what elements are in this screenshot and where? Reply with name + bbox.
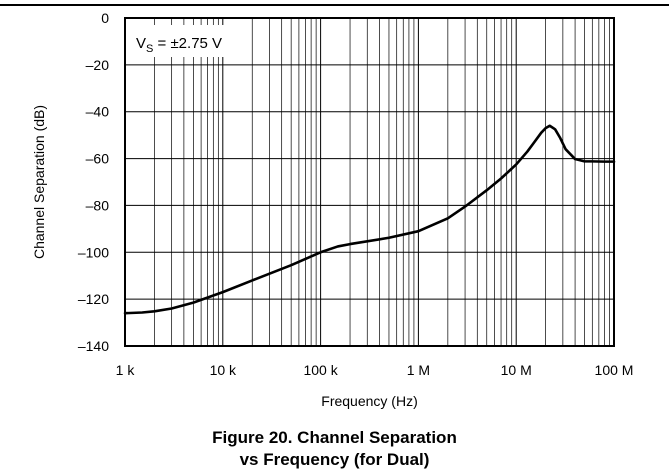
annotation-prefix: V (136, 35, 146, 52)
y-tick-label: –20 (86, 57, 110, 73)
x-tick-label: 1 M (407, 362, 430, 378)
series-line-0 (123, 124, 616, 315)
x-axis-title: Frequency (Hz) (321, 393, 417, 409)
figure-caption-line-1: Figure 20. Channel Separation (212, 428, 457, 447)
y-tick-label: –120 (78, 291, 109, 307)
grid-layer (124, 17, 614, 347)
x-tick-label: 10 M (501, 362, 532, 378)
y-tick-label: –40 (86, 104, 110, 120)
y-tick-label: –60 (86, 151, 110, 167)
top-rule (0, 4, 669, 6)
figure-caption-line-2: vs Frequency (for Dual) (239, 450, 430, 469)
label-layer: 1 k 10 k 100 k 1 M 10 M 100 M 0 –20 –40 –60 –80 –10… (78, 10, 634, 378)
y-tick-label: 0 (101, 10, 109, 26)
plot-frame (124, 17, 615, 347)
x-tick-label: 10 k (210, 362, 237, 378)
series-layer (123, 124, 616, 315)
x-tick-label: 1 k (116, 362, 136, 378)
y-tick-label: –100 (78, 244, 109, 260)
annotation-suffix: = ±2.75 V (153, 35, 222, 52)
annotation-text: VS = ±2.75 V (136, 35, 222, 55)
y-tick-label: –80 (86, 197, 110, 213)
y-axis-title: Channel Separation (dB) (31, 105, 47, 259)
annotation-subscript: S (146, 43, 153, 55)
x-tick-label: 100 k (303, 362, 338, 378)
x-tick-label: 100 M (595, 362, 634, 378)
annotation-box (130, 25, 250, 57)
y-tick-label: –140 (78, 338, 109, 354)
